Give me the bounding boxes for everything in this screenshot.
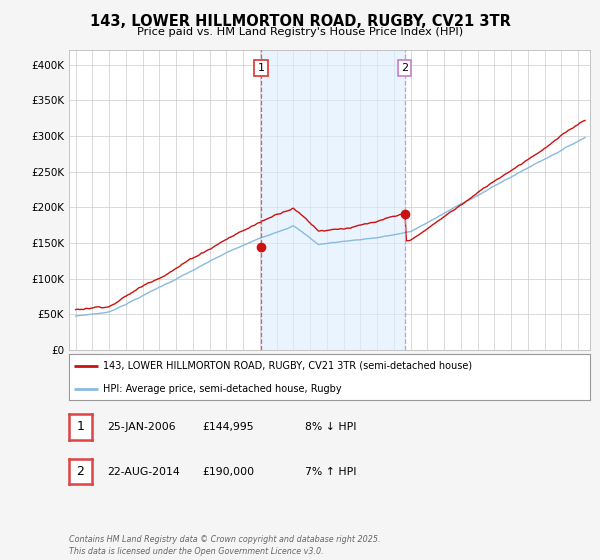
Text: £190,000: £190,000 [203,466,255,477]
Text: Contains HM Land Registry data © Crown copyright and database right 2025.
This d: Contains HM Land Registry data © Crown c… [69,535,380,556]
Text: HPI: Average price, semi-detached house, Rugby: HPI: Average price, semi-detached house,… [103,384,341,394]
Text: 25-JAN-2006: 25-JAN-2006 [107,422,175,432]
Text: £144,995: £144,995 [203,422,254,432]
Text: 2: 2 [401,63,408,73]
Text: 143, LOWER HILLMORTON ROAD, RUGBY, CV21 3TR: 143, LOWER HILLMORTON ROAD, RUGBY, CV21 … [89,14,511,29]
Text: 22-AUG-2014: 22-AUG-2014 [107,466,179,477]
Text: 1: 1 [257,63,265,73]
Bar [261,50,404,350]
Text: 7% ↑ HPI: 7% ↑ HPI [305,466,356,477]
Text: 8% ↓ HPI: 8% ↓ HPI [305,422,356,432]
Text: 143, LOWER HILLMORTON ROAD, RUGBY, CV21 3TR (semi-detached house): 143, LOWER HILLMORTON ROAD, RUGBY, CV21 … [103,361,472,371]
Text: Price paid vs. HM Land Registry's House Price Index (HPI): Price paid vs. HM Land Registry's House … [137,27,463,37]
Text: 1: 1 [76,420,85,433]
Text: 2: 2 [76,465,85,478]
